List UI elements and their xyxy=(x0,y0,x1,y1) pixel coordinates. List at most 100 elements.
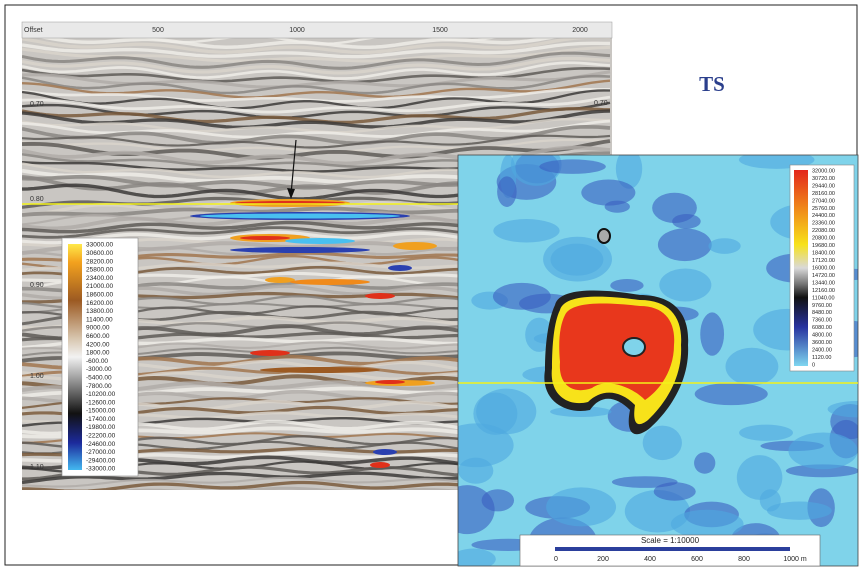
time-tick-label: 0.70 xyxy=(30,101,44,108)
map-patch xyxy=(708,238,740,254)
colorbar-label: 7360.00 xyxy=(812,318,832,324)
colorbar-label: 2400.00 xyxy=(812,348,832,354)
time-tick-label: 0.90 xyxy=(30,282,44,289)
seismic-event xyxy=(230,247,370,253)
map-patch xyxy=(493,219,559,242)
map-patch xyxy=(700,312,724,355)
colorbar-label: -5400.00 xyxy=(86,374,112,381)
colorbar-label: 1120.00 xyxy=(812,355,831,361)
time-tick-label: 1.00 xyxy=(30,373,44,380)
colorbar-label: 20800.00 xyxy=(812,236,835,242)
colorbar-label: 4200.00 xyxy=(86,341,110,348)
seismic-event xyxy=(373,449,397,455)
colorbar-label: 23360.00 xyxy=(812,221,835,227)
map-patch xyxy=(654,482,696,500)
offset-tick-label: 2000 xyxy=(572,27,588,34)
map-patch xyxy=(546,487,616,526)
map-patch xyxy=(671,510,744,538)
colorbar-label: 13800.00 xyxy=(86,308,113,315)
map-patch xyxy=(497,176,517,207)
time-tick-label: 0.70 xyxy=(594,100,608,107)
colorbar-label: 25760.00 xyxy=(812,206,835,212)
colorbar xyxy=(794,170,808,366)
seismic-event xyxy=(393,242,437,250)
colorbar xyxy=(68,244,82,470)
seismic-event xyxy=(388,265,412,271)
colorbar-label: 19680.00 xyxy=(812,243,835,249)
colorbar-label: 0 xyxy=(812,362,815,368)
seismic-event xyxy=(365,293,395,299)
seismic-event xyxy=(375,380,405,384)
colorbar-label: -600.00 xyxy=(86,358,108,365)
scale-tick-label: 600 xyxy=(691,556,703,563)
colorbar-label: 9760.00 xyxy=(812,303,832,309)
map-patch xyxy=(551,244,604,276)
colorbar-label: 18600.00 xyxy=(86,291,113,298)
map-title: TS xyxy=(699,72,725,96)
colorbar-label: 17120.00 xyxy=(812,258,835,264)
scale-tick-label: 0 xyxy=(554,556,558,563)
map-spot xyxy=(598,229,610,243)
colorbar-label: 24400.00 xyxy=(812,213,835,219)
scale-title: Scale = 1:10000 xyxy=(641,536,700,545)
anomaly-hole xyxy=(623,338,645,356)
scale-tick-label: 800 xyxy=(738,556,750,563)
map-patch xyxy=(539,159,605,173)
colorbar-label: -29400.00 xyxy=(86,457,116,464)
seismic-event xyxy=(290,279,370,285)
figure: Offset TS Scale = 1:10000 500 1000 1500 200… xyxy=(0,0,863,571)
colorbar-label: 9000.00 xyxy=(86,325,110,332)
map-patch xyxy=(659,269,711,302)
colorbar-label: -27000.00 xyxy=(86,449,116,456)
colorbar-label: 22080.00 xyxy=(812,228,835,234)
map-patch xyxy=(760,489,781,511)
map-patch xyxy=(788,433,857,470)
page: Offset TS Scale = 1:10000 500 1000 1500 200… xyxy=(0,0,863,571)
colorbar-label: 11400.00 xyxy=(86,316,113,323)
scale-tick-label: 200 xyxy=(597,556,609,563)
seismic-event xyxy=(260,367,380,373)
colorbar-label: 4800.00 xyxy=(812,333,832,339)
offset-tick-label: 1000 xyxy=(289,27,305,34)
offset-label: Offset xyxy=(24,27,43,34)
colorbar-label: 18400.00 xyxy=(812,251,835,257)
colorbar-label: -24600.00 xyxy=(86,441,116,448)
colorbar-label: 8480.00 xyxy=(812,310,832,316)
map-patch xyxy=(581,180,635,206)
colorbar-label: 6600.00 xyxy=(86,333,110,340)
map-patch xyxy=(652,193,697,223)
colorbar-label: 1800.00 xyxy=(86,350,110,357)
colorbar-label: 27040.00 xyxy=(812,198,835,204)
colorbar-label: 29440.00 xyxy=(812,183,835,189)
scale-bar xyxy=(555,547,790,551)
offset-tick-label: 1500 xyxy=(432,27,448,34)
colorbar-label: 3600.00 xyxy=(812,340,832,346)
colorbar-label: -10200.00 xyxy=(86,391,116,398)
colorbar-label: 33000.00 xyxy=(86,242,113,249)
colorbar-label: -15000.00 xyxy=(86,408,116,415)
time-tick-label: 1.10 xyxy=(30,464,44,471)
map-patch xyxy=(725,348,778,386)
time-tick-label: 0.80 xyxy=(30,196,44,203)
colorbar-label: -12600.00 xyxy=(86,399,116,406)
colorbar-label: 6080.00 xyxy=(812,325,832,331)
map-patch xyxy=(694,452,715,474)
colorbar-label: 16000.00 xyxy=(812,265,835,271)
colorbar-label: 13440.00 xyxy=(812,280,835,286)
colorbar-label: -22200.00 xyxy=(86,433,116,440)
offset-tick-label: 500 xyxy=(152,27,164,34)
colorbar-label: 28200.00 xyxy=(86,258,113,265)
map-patch xyxy=(610,279,643,292)
colorbar-label: 32000.00 xyxy=(812,168,835,174)
colorbar-label: 25800.00 xyxy=(86,267,113,274)
colorbar-label: 16200.00 xyxy=(86,300,113,307)
offset-axis xyxy=(22,22,612,38)
scale-tick-label: 400 xyxy=(644,556,656,563)
colorbar-label: 30600.00 xyxy=(86,250,113,257)
map-patch xyxy=(658,228,712,261)
seismic-event xyxy=(370,462,390,468)
map-patch xyxy=(739,425,793,441)
colorbar-label: 23400.00 xyxy=(86,275,113,282)
map-patch xyxy=(439,485,494,534)
colorbar-label: 30720.00 xyxy=(812,176,835,182)
